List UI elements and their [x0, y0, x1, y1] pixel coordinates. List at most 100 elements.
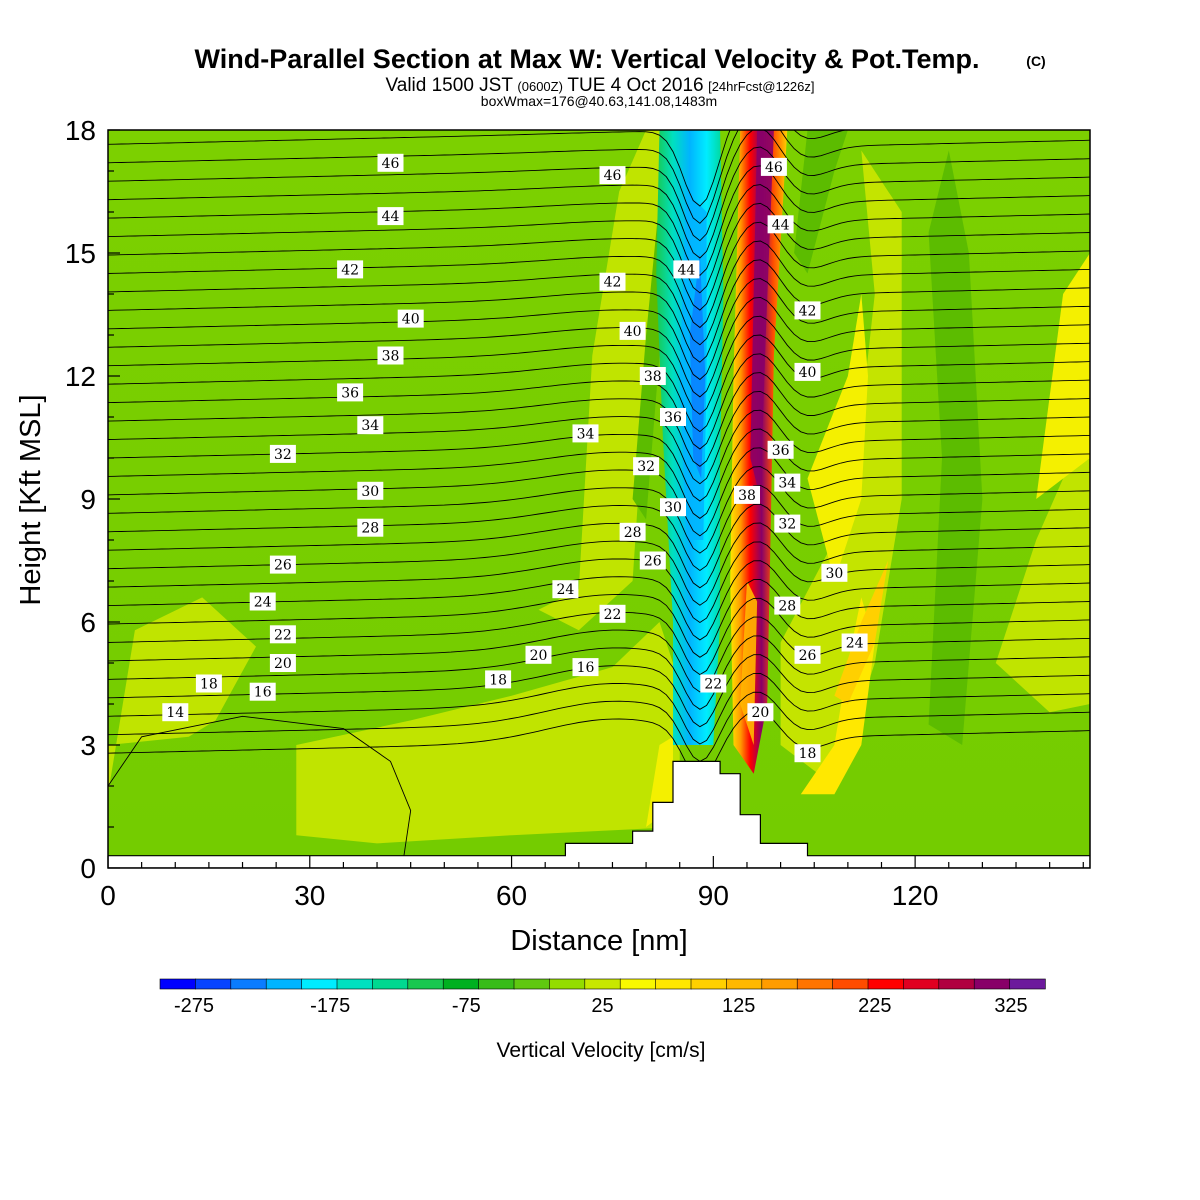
contour-label: 30 [660, 498, 686, 517]
contour-label-text: 24 [254, 595, 272, 611]
colorbar-tick-label: 325 [994, 995, 1027, 1017]
theta-contour [108, 635, 1090, 710]
chart-subtitle-box: boxWmax=176@40.63,141.08,1483m [481, 93, 717, 109]
colorbar-tick-label: 125 [722, 995, 755, 1017]
contour-label: 32 [774, 514, 801, 533]
contour-label-text: 28 [361, 521, 379, 537]
colorbar-swatch [265, 978, 303, 990]
colorbar-swatch [195, 978, 232, 990]
contour-label: 26 [269, 555, 296, 574]
contour-label: 16 [572, 658, 599, 677]
contour-label-text: 30 [664, 500, 682, 516]
weak-updraft-zone [538, 130, 673, 631]
y-tick-label: 6 [80, 607, 96, 638]
theta-contour [108, 165, 1090, 277]
contour-label: 38 [734, 485, 760, 504]
colorbar-swatch [938, 978, 975, 990]
y-tick-label: 0 [80, 853, 96, 884]
theta-contour [108, 579, 1090, 658]
contour-label: 36 [337, 383, 364, 402]
contour-label-text: 30 [361, 484, 379, 500]
contour-label-text: 22 [274, 627, 292, 643]
contour-label-text: 46 [604, 168, 622, 184]
weak-downdraft-zone [928, 150, 983, 745]
theta-contour [108, 691, 1090, 762]
colorbar-swatch [407, 978, 444, 990]
contour-label: 34 [774, 473, 801, 492]
contour-label: 22 [700, 674, 727, 693]
contour-label-text: 44 [677, 262, 695, 278]
contour-label: 42 [337, 260, 364, 279]
contour-label: 14 [162, 703, 189, 722]
weak-downdraft-zone [794, 130, 848, 274]
colorbar-swatch [690, 978, 728, 990]
theta-contour [108, 315, 1090, 415]
weak-updraft-zone [296, 622, 680, 844]
y-tick-label: 12 [65, 361, 96, 392]
contour-label-text: 22 [604, 607, 622, 623]
colorbar-swatch [549, 978, 586, 990]
copyright-mark: (C) [1026, 53, 1045, 69]
contour-label: 28 [357, 518, 384, 537]
contour-label-text: 46 [382, 156, 400, 172]
theta-contour [108, 672, 1090, 745]
contour-label-text: 28 [624, 525, 642, 541]
contour-label-text: 16 [577, 660, 595, 676]
contour-label-text: 38 [644, 369, 662, 385]
colorbar-title: Vertical Velocity [cm/s] [497, 1039, 706, 1062]
colorbar-swatch [867, 978, 905, 990]
contour-label: 44 [673, 260, 700, 279]
colorbar-swatch [230, 978, 267, 990]
contour-label: 34 [357, 416, 384, 435]
x-tick-label: 60 [496, 880, 527, 911]
contour-label-text: 32 [274, 447, 292, 463]
contour-label-text: 38 [738, 488, 756, 504]
contour-label-text: 30 [825, 566, 843, 582]
contour-label: 42 [794, 301, 821, 320]
contour-label: 24 [552, 580, 579, 599]
contour-label-text: 40 [624, 324, 642, 340]
contour-label: 46 [599, 166, 626, 185]
contour-label-text: 18 [200, 677, 218, 693]
contour-label-text: 46 [765, 160, 783, 176]
contour-label: 16 [249, 682, 276, 701]
contour-label: 34 [572, 424, 599, 443]
contour-label-text: 42 [341, 262, 359, 278]
contour-label: 40 [619, 321, 646, 340]
theta-contour [108, 334, 1090, 433]
theta-contour [108, 353, 1090, 450]
theta-contour [108, 130, 1090, 224]
contour-label-text: 20 [530, 648, 548, 664]
colorbar-swatch [761, 978, 798, 990]
contour-label: 18 [195, 674, 222, 693]
contour-label-text: 32 [637, 459, 655, 475]
contour-label: 44 [767, 215, 794, 234]
contour-label: 30 [357, 481, 384, 500]
contour-label: 24 [249, 592, 276, 611]
colorbar-swatch [301, 978, 338, 990]
contour-label: 20 [747, 703, 774, 722]
contour-label: 28 [619, 522, 646, 541]
contour-label-text: 44 [772, 217, 790, 233]
theta-contours [108, 130, 1090, 856]
colorbar-swatch [336, 978, 374, 990]
contour-label-text: 34 [361, 418, 379, 434]
contour-label: 38 [639, 367, 666, 385]
contour-label: 18 [485, 670, 512, 689]
downdraft-core [689, 253, 706, 479]
chart-title: Wind-Parallel Section at Max W: Vertical… [195, 44, 980, 74]
x-tick-label: 0 [100, 880, 116, 911]
theta-contour [108, 130, 848, 207]
theta-contour [108, 202, 1090, 311]
contour-label-text: 42 [604, 275, 622, 291]
theta-contour [108, 710, 1090, 780]
contour-label-text: 26 [799, 648, 817, 664]
contour-label-text: 22 [704, 677, 722, 693]
chart-subtitle: Valid 1500 JST (0600Z) TUE 4 Oct 2016 [2… [386, 75, 815, 96]
theta-contour [108, 541, 1090, 624]
theta-contour [108, 296, 1090, 398]
contour-label: 32 [269, 444, 296, 463]
contour-label: 36 [660, 408, 686, 426]
theta-contour [108, 259, 1090, 363]
